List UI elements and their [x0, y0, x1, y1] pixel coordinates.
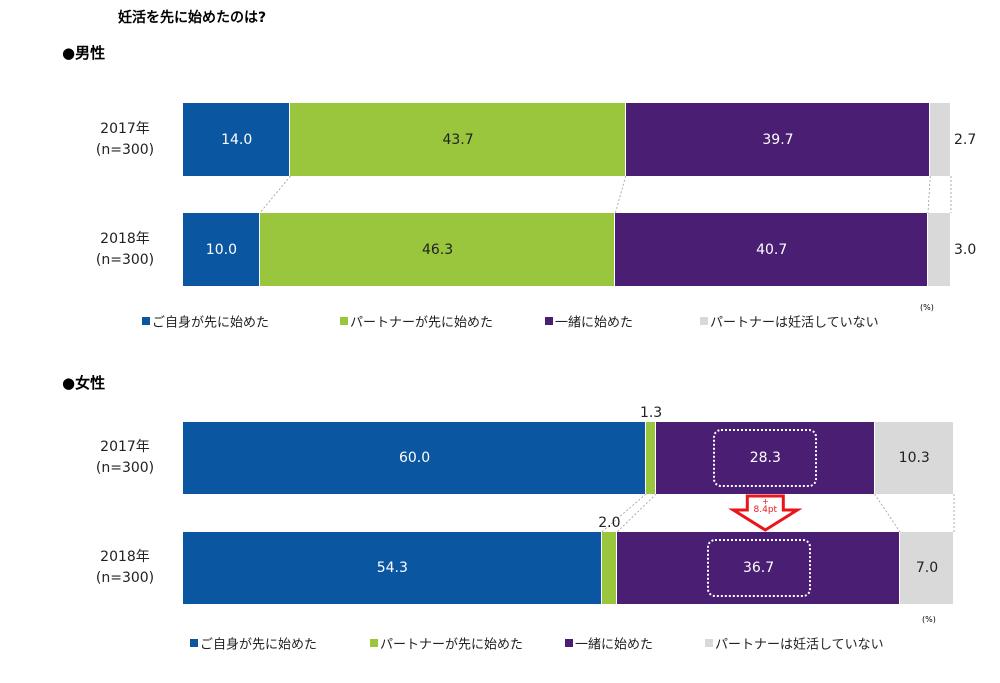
legend-label: パートナーは妊活していない	[715, 637, 884, 653]
value-label: 39.7	[762, 131, 794, 148]
legend-swatch	[370, 639, 378, 647]
legend-label: ご自身が先に始めた	[200, 637, 318, 653]
bar-segment	[874, 422, 954, 494]
value-label: 43.7	[442, 131, 474, 148]
unit-label: (%)	[922, 615, 936, 624]
bar-segment	[183, 532, 602, 604]
bar-segment	[601, 532, 618, 604]
highlight-box	[713, 429, 818, 487]
bar-segment	[900, 532, 954, 604]
value-label: 7.0	[915, 560, 939, 576]
legend-swatch	[142, 317, 150, 325]
legend-swatch	[700, 317, 708, 325]
value-label: 2.0	[598, 515, 621, 531]
highlight-box	[706, 539, 811, 597]
value-label: 1.3	[639, 405, 663, 421]
page-title: 妊活を先に始めたのは?	[118, 10, 267, 26]
bar-segment	[617, 532, 901, 604]
category-label: 2018年 (n=300)	[95, 549, 155, 586]
legend-label: パートナーが先に始めた	[380, 637, 524, 653]
value-label: 60.0	[398, 450, 431, 466]
legend-label: ご自身が先に始めた	[152, 315, 270, 331]
bar-segment	[930, 103, 951, 176]
bar-segment	[625, 103, 931, 176]
legend-swatch	[565, 639, 573, 647]
annotation-sign: +	[761, 497, 769, 506]
category-label: 2018年 (n=300)	[95, 230, 155, 268]
bar-segment	[259, 213, 616, 286]
connector	[616, 493, 657, 533]
legend-swatch	[340, 317, 348, 325]
legend-label: パートナーは妊活していない	[710, 315, 879, 331]
value-label: 36.7	[742, 560, 775, 576]
value-label: 10.0	[205, 241, 237, 258]
connector	[601, 493, 647, 533]
legend-swatch	[190, 639, 198, 647]
legend-label: 一緒に始めた	[575, 637, 654, 653]
value-label: 2.7	[954, 131, 977, 148]
connector	[614, 175, 627, 214]
legend-label: 一緒に始めた	[555, 315, 634, 331]
bar-segment	[183, 213, 260, 286]
bar-segment	[927, 213, 951, 286]
value-label: 3.0	[954, 241, 977, 258]
value-label: 40.7	[756, 241, 788, 258]
category-label: 2017年 (n=300)	[95, 439, 155, 476]
bar-segment	[646, 422, 657, 494]
annotation-text: 8.4pt	[753, 505, 778, 515]
bar-segment	[290, 103, 626, 176]
value-label: 10.3	[898, 450, 930, 466]
value-label: 54.3	[376, 560, 408, 576]
change-arrow	[728, 494, 803, 532]
connector	[259, 175, 291, 214]
bar-segment	[183, 103, 291, 176]
bar-segment	[615, 213, 928, 286]
connector	[874, 493, 901, 533]
bar-segment	[183, 422, 647, 494]
bar-segment	[656, 422, 875, 494]
chart-title: ●男性	[62, 44, 106, 62]
connector	[927, 175, 931, 214]
value-label: 46.3	[421, 241, 454, 258]
chart-title: ●女性	[62, 374, 106, 392]
legend-swatch	[705, 639, 713, 647]
legend-swatch	[545, 317, 553, 325]
value-label: 28.3	[749, 450, 781, 466]
category-label: 2017年 (n=300)	[95, 120, 155, 158]
unit-label: (%)	[920, 303, 934, 312]
legend-label: パートナーが先に始めた	[350, 315, 494, 331]
value-label: 14.0	[221, 131, 253, 148]
